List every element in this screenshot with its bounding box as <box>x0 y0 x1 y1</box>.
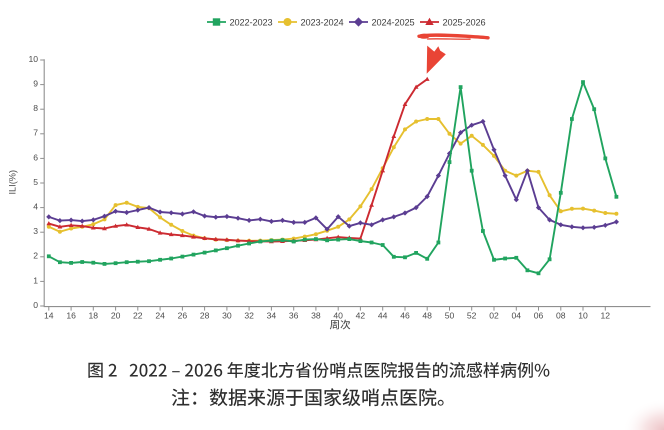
svg-text:38: 38 <box>311 311 321 321</box>
svg-text:10: 10 <box>28 54 38 64</box>
svg-text:12: 12 <box>601 311 611 321</box>
svg-text:2024-2025: 2024-2025 <box>372 17 415 27</box>
svg-text:26: 26 <box>178 311 188 321</box>
svg-text:6: 6 <box>33 152 38 162</box>
svg-text:28: 28 <box>200 311 210 321</box>
svg-text:3: 3 <box>33 226 38 236</box>
svg-text:02: 02 <box>489 311 499 321</box>
svg-text:0: 0 <box>33 300 38 310</box>
svg-text:06: 06 <box>534 311 544 321</box>
svg-text:10: 10 <box>578 311 588 321</box>
svg-text:08: 08 <box>556 311 566 321</box>
svg-text:ILI(%): ILI(%) <box>8 170 18 195</box>
svg-text:22: 22 <box>133 311 143 321</box>
svg-text:48: 48 <box>422 311 432 321</box>
svg-text:44: 44 <box>378 311 388 321</box>
svg-text:2025-2026: 2025-2026 <box>443 17 486 27</box>
svg-text:2023-2024: 2023-2024 <box>301 17 344 27</box>
svg-text:20: 20 <box>111 311 121 321</box>
svg-text:1: 1 <box>33 275 38 285</box>
svg-text:04: 04 <box>512 311 522 321</box>
svg-text:14: 14 <box>44 311 54 321</box>
svg-text:8: 8 <box>33 103 38 113</box>
svg-text:30: 30 <box>222 311 232 321</box>
svg-text:24: 24 <box>155 311 165 321</box>
svg-text:34: 34 <box>267 311 277 321</box>
svg-text:52: 52 <box>467 311 477 321</box>
svg-text:7: 7 <box>33 128 38 138</box>
svg-text:18: 18 <box>89 311 99 321</box>
svg-text:36: 36 <box>289 311 299 321</box>
svg-text:40: 40 <box>333 311 343 321</box>
svg-text:5: 5 <box>33 177 38 187</box>
svg-text:2022-2023: 2022-2023 <box>230 17 273 27</box>
svg-text:16: 16 <box>66 311 76 321</box>
svg-text:32: 32 <box>244 311 254 321</box>
svg-text:4: 4 <box>33 202 38 212</box>
svg-text:46: 46 <box>400 311 410 321</box>
svg-text:50: 50 <box>445 311 455 321</box>
svg-text:9: 9 <box>33 79 38 89</box>
svg-text:2: 2 <box>33 251 38 261</box>
svg-text:42: 42 <box>356 311 366 321</box>
